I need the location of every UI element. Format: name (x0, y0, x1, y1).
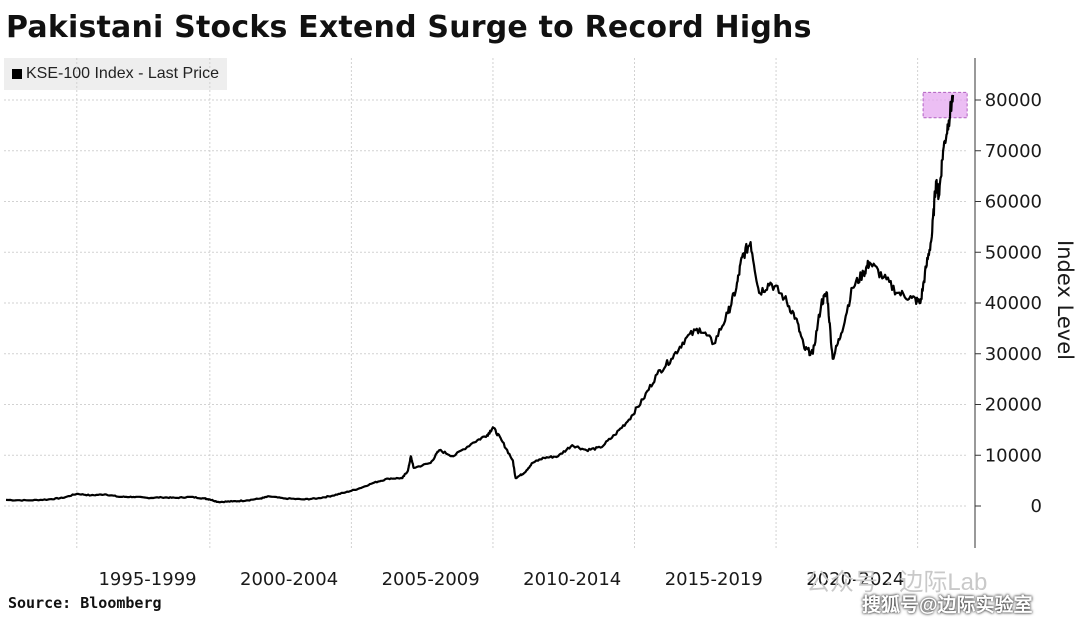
y-axis-title: Index Level (1053, 240, 1077, 360)
record-high-highlight (922, 91, 968, 119)
legend-label: KSE-100 Index - Last Price (26, 65, 219, 82)
kse-100-line (5, 94, 955, 504)
y-tick-label: 50000 (985, 242, 1042, 263)
x-tick-label: 2015-2019 (665, 569, 763, 590)
x-tick-label: 2000-2004 (240, 569, 338, 590)
y-tick-label: 70000 (985, 141, 1042, 162)
y-tick-label: 10000 (985, 445, 1042, 466)
watermark-platform: 搜狐号@边际实验室 (862, 595, 1033, 616)
y-tick-label: 20000 (985, 395, 1042, 416)
legend-swatch (12, 69, 22, 79)
y-axis-ticks: 0 10000 20000 30000 40000 50000 60000 70000 8000… (975, 90, 1042, 517)
x-tick-label: 2010-2014 (523, 569, 621, 590)
chart-title: Pakistani Stocks Extend Surge to Record … (6, 10, 812, 45)
y-tick-label: 0 (1031, 496, 1042, 517)
x-tick-label: 1995-1999 (98, 569, 196, 590)
legend: KSE-100 Index - Last Price (4, 58, 227, 90)
source-note: Source: Bloomberg (8, 594, 162, 612)
y-tick-label: 60000 (985, 192, 1042, 213)
x-tick-label: 2020-2024 (806, 569, 904, 590)
x-axis-labels: 1995-1999 2000-2004 2005-2009 2010-2014 2015… (98, 569, 904, 590)
gridlines (4, 58, 968, 548)
watermark-account: 公众号 · 边际Lab (806, 569, 988, 596)
y-tick-label: 30000 (985, 344, 1042, 365)
x-tick-label: 2005-2009 (382, 569, 480, 590)
y-tick-label: 40000 (985, 293, 1042, 314)
y-tick-label: 80000 (985, 90, 1042, 111)
